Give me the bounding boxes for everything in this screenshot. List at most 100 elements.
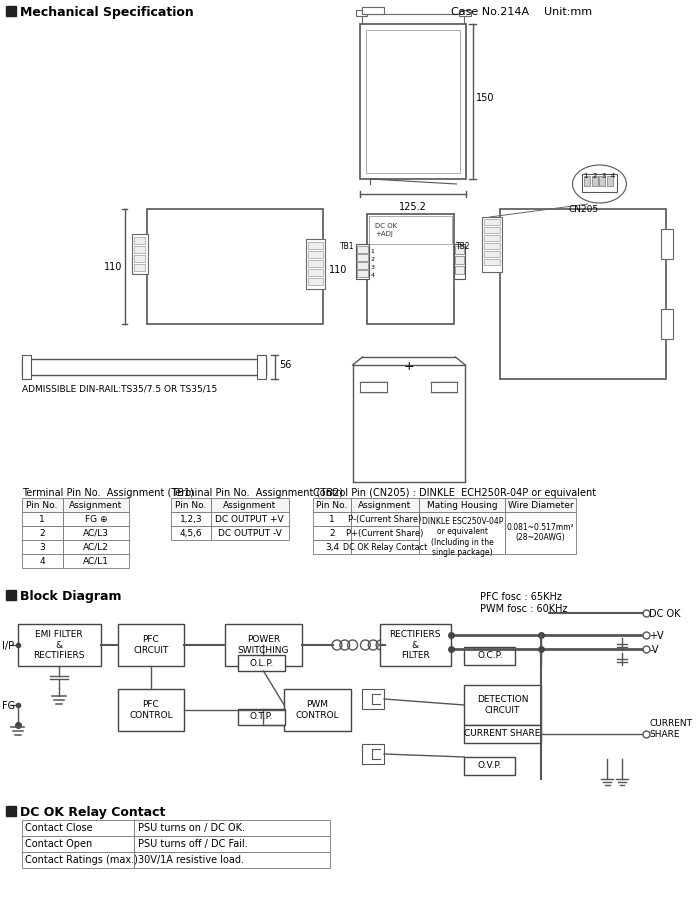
Bar — [552, 223, 556, 227]
Bar — [583, 359, 588, 364]
Bar — [591, 318, 596, 324]
Bar — [190, 294, 195, 299]
Bar — [229, 238, 234, 243]
Bar — [190, 214, 195, 219]
Bar — [638, 279, 643, 284]
Bar — [567, 223, 572, 227]
Bar — [536, 366, 540, 372]
Bar — [630, 343, 635, 347]
Bar — [520, 239, 525, 244]
Bar — [592, 177, 598, 187]
Bar — [575, 223, 580, 227]
Bar — [536, 303, 540, 308]
Bar — [575, 254, 580, 260]
Bar — [351, 499, 419, 512]
Text: TB1: TB1 — [340, 242, 355, 251]
Bar — [118, 689, 184, 732]
Bar — [237, 245, 242, 251]
Bar — [622, 359, 627, 364]
Bar — [591, 335, 596, 340]
Bar — [559, 351, 564, 355]
Polygon shape — [365, 750, 372, 756]
Bar — [544, 254, 549, 260]
Bar — [454, 247, 464, 254]
Text: Contact Close: Contact Close — [25, 822, 93, 832]
Bar — [300, 238, 304, 243]
Bar — [237, 214, 242, 219]
Bar — [190, 309, 195, 315]
Bar — [260, 278, 265, 282]
Bar — [198, 230, 203, 235]
Bar — [159, 294, 164, 299]
Bar — [150, 245, 155, 251]
Bar — [567, 310, 572, 316]
Bar — [638, 215, 643, 220]
Bar — [591, 327, 596, 332]
Bar — [552, 215, 556, 220]
Bar — [300, 301, 304, 307]
Bar — [591, 215, 596, 220]
Bar — [190, 301, 195, 307]
Bar — [583, 295, 588, 299]
Bar — [206, 301, 211, 307]
Bar — [622, 287, 627, 291]
Text: Contact Open: Contact Open — [25, 838, 92, 848]
Bar — [237, 262, 242, 267]
Bar — [63, 527, 130, 540]
Bar — [598, 359, 603, 364]
Bar — [253, 245, 258, 251]
Bar — [645, 247, 650, 252]
Bar — [630, 366, 635, 372]
Bar — [454, 257, 464, 264]
Text: 2: 2 — [39, 529, 45, 538]
Bar — [544, 303, 549, 308]
Bar — [528, 239, 533, 244]
Bar — [567, 351, 572, 355]
Bar — [147, 210, 323, 325]
Bar — [182, 294, 187, 299]
Bar — [172, 512, 211, 527]
Bar — [159, 253, 164, 259]
Text: O.V.P.: O.V.P. — [477, 760, 502, 769]
Bar — [552, 343, 556, 347]
Bar — [268, 230, 273, 235]
Bar — [363, 8, 384, 15]
Bar — [206, 245, 211, 251]
Bar — [552, 271, 556, 276]
Text: 56: 56 — [279, 360, 291, 370]
Bar — [505, 351, 510, 355]
Bar — [22, 836, 134, 852]
Text: DC OK: DC OK — [375, 223, 398, 229]
Bar — [598, 303, 603, 308]
Bar — [645, 262, 650, 268]
Bar — [512, 359, 517, 364]
Bar — [284, 245, 289, 251]
Bar — [134, 247, 145, 253]
Bar — [206, 230, 211, 235]
Bar — [150, 253, 155, 259]
Bar — [268, 301, 273, 307]
Bar — [614, 327, 619, 332]
Bar — [253, 253, 258, 259]
Bar — [206, 286, 211, 290]
Bar — [638, 343, 643, 347]
Bar — [6, 7, 15, 17]
Bar — [221, 309, 226, 315]
Bar — [591, 287, 596, 291]
Bar — [559, 231, 564, 235]
Bar — [237, 294, 242, 299]
Text: EMI FILTER
&
RECTIFIERS: EMI FILTER & RECTIFIERS — [34, 630, 85, 659]
Bar — [645, 239, 650, 244]
Bar — [528, 254, 533, 260]
Bar — [307, 222, 312, 226]
Bar — [276, 238, 281, 243]
Bar — [591, 310, 596, 316]
Bar — [544, 366, 549, 372]
Bar — [614, 215, 619, 220]
Bar — [63, 555, 130, 568]
Bar — [132, 235, 148, 275]
Bar — [622, 254, 627, 260]
Bar — [645, 215, 650, 220]
Bar — [591, 366, 596, 372]
Bar — [300, 262, 304, 267]
